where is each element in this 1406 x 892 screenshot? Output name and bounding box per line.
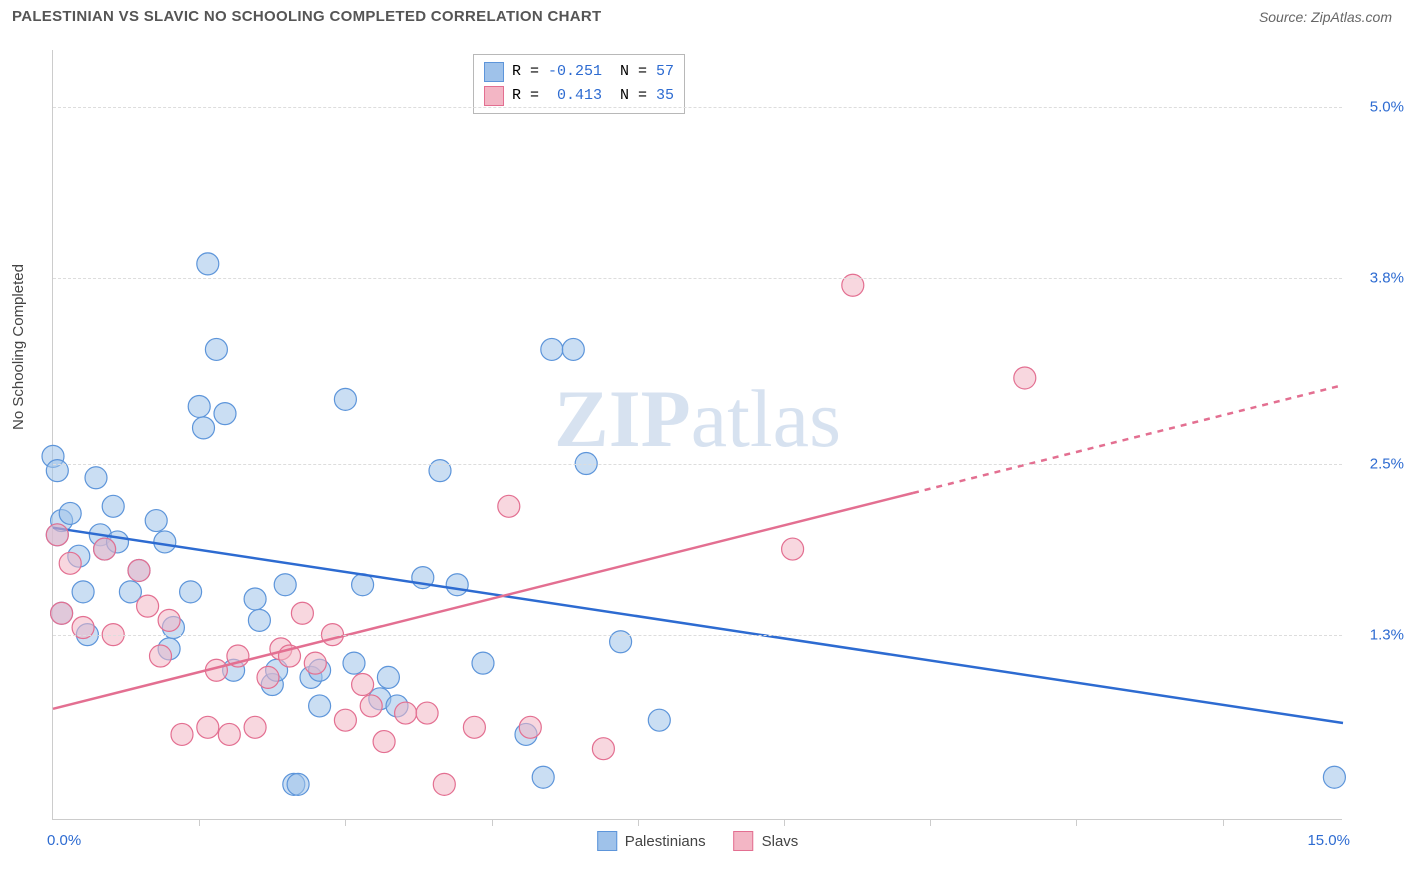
- plot-area: ZIPatlas R = -0.251 N = 57R = 0.413 N = …: [52, 50, 1342, 820]
- data-point: [519, 716, 541, 738]
- x-axis-max-label: 15.0%: [1307, 832, 1350, 849]
- data-point: [197, 253, 219, 275]
- data-point: [291, 602, 313, 624]
- chart-title: PALESTINIAN VS SLAVIC NO SCHOOLING COMPL…: [12, 8, 601, 25]
- data-point: [334, 388, 356, 410]
- data-point: [145, 510, 167, 532]
- data-point: [377, 666, 399, 688]
- data-point: [59, 502, 81, 524]
- data-point: [197, 716, 219, 738]
- data-point: [257, 666, 279, 688]
- stats-legend: R = -0.251 N = 57R = 0.413 N = 35: [473, 54, 685, 114]
- stats-text: R = -0.251 N = 57: [512, 60, 674, 84]
- data-point: [352, 674, 374, 696]
- legend-swatch: [484, 62, 504, 82]
- data-point: [373, 731, 395, 753]
- data-point: [244, 716, 266, 738]
- data-point: [648, 709, 670, 731]
- x-tick: [638, 819, 639, 826]
- y-tick-label: 2.5%: [1348, 455, 1404, 472]
- legend-swatch: [484, 86, 504, 106]
- data-point: [304, 652, 326, 674]
- legend-swatch: [597, 831, 617, 851]
- chart-header: PALESTINIAN VS SLAVIC NO SCHOOLING COMPL…: [0, 0, 1406, 29]
- data-point: [1323, 766, 1345, 788]
- legend-label: Slavs: [762, 833, 799, 850]
- data-point: [782, 538, 804, 560]
- gridline: [53, 278, 1342, 279]
- x-tick: [930, 819, 931, 826]
- data-point: [205, 338, 227, 360]
- data-point: [72, 581, 94, 603]
- data-point: [1014, 367, 1036, 389]
- data-point: [193, 417, 215, 439]
- data-point: [150, 645, 172, 667]
- data-point: [446, 574, 468, 596]
- data-point: [498, 495, 520, 517]
- data-point: [352, 574, 374, 596]
- data-point: [309, 695, 331, 717]
- series-legend: Palestinians Slavs: [597, 831, 799, 851]
- x-tick: [784, 819, 785, 826]
- data-point: [472, 652, 494, 674]
- legend-item: Palestinians: [597, 831, 706, 851]
- scatter-svg: [53, 50, 1342, 819]
- data-point: [102, 495, 124, 517]
- data-point: [274, 574, 296, 596]
- gridline: [53, 107, 1342, 108]
- data-point: [85, 467, 107, 489]
- x-tick: [1223, 819, 1224, 826]
- y-tick-label: 5.0%: [1348, 99, 1404, 116]
- data-point: [343, 652, 365, 674]
- data-point: [463, 716, 485, 738]
- x-tick: [1076, 819, 1077, 826]
- y-tick-label: 3.8%: [1348, 270, 1404, 287]
- x-axis-min-label: 0.0%: [47, 832, 81, 849]
- trend-line: [53, 528, 1343, 723]
- data-point: [214, 403, 236, 425]
- data-point: [287, 773, 309, 795]
- stats-legend-row: R = -0.251 N = 57: [484, 60, 674, 84]
- stats-text: R = 0.413 N = 35: [512, 84, 674, 108]
- x-tick: [345, 819, 346, 826]
- data-point: [188, 395, 210, 417]
- data-point: [433, 773, 455, 795]
- y-tick-label: 1.3%: [1348, 626, 1404, 643]
- legend-label: Palestinians: [625, 833, 706, 850]
- data-point: [158, 609, 180, 631]
- data-point: [395, 702, 417, 724]
- legend-swatch: [734, 831, 754, 851]
- gridline: [53, 635, 1342, 636]
- x-tick: [199, 819, 200, 826]
- data-point: [532, 766, 554, 788]
- data-point: [218, 723, 240, 745]
- legend-item: Slavs: [734, 831, 799, 851]
- data-point: [248, 609, 270, 631]
- gridline: [53, 464, 1342, 465]
- data-point: [128, 559, 150, 581]
- data-point: [360, 695, 382, 717]
- data-point: [94, 538, 116, 560]
- data-point: [592, 738, 614, 760]
- data-point: [46, 524, 68, 546]
- data-point: [137, 595, 159, 617]
- stats-legend-row: R = 0.413 N = 35: [484, 84, 674, 108]
- data-point: [171, 723, 193, 745]
- data-point: [244, 588, 266, 610]
- data-point: [59, 552, 81, 574]
- x-tick: [492, 819, 493, 826]
- data-point: [562, 338, 584, 360]
- data-point: [334, 709, 356, 731]
- data-point: [51, 602, 73, 624]
- data-point: [541, 338, 563, 360]
- y-axis-label: No Schooling Completed: [10, 264, 27, 430]
- trend-line: [53, 493, 913, 709]
- data-point: [416, 702, 438, 724]
- data-point: [154, 531, 176, 553]
- chart-source: Source: ZipAtlas.com: [1259, 9, 1392, 25]
- trend-line-dashed: [913, 385, 1343, 493]
- data-point: [180, 581, 202, 603]
